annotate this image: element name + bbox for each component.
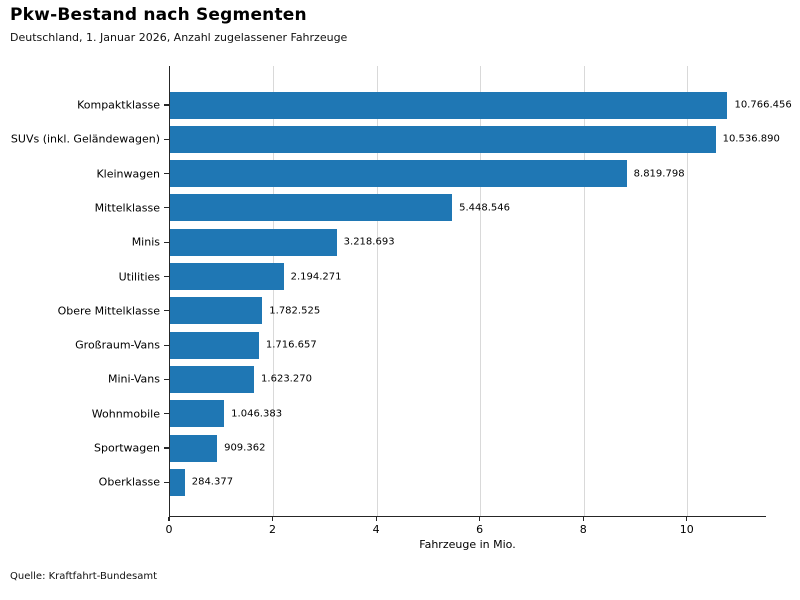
bar bbox=[170, 434, 218, 462]
x-tick-label: 0 bbox=[165, 523, 173, 536]
category-label: Großraum-Vans bbox=[75, 338, 160, 352]
bar-value-label: 8.819.798 bbox=[633, 168, 685, 180]
y-tick-mark bbox=[164, 413, 169, 415]
category-label: Mini-Vans bbox=[107, 372, 160, 386]
x-tick-mark bbox=[271, 517, 274, 521]
source-note: Quelle: Kraftfahrt-Bundesamt bbox=[10, 571, 157, 582]
x-tick-mark bbox=[168, 517, 170, 521]
bar bbox=[170, 228, 337, 256]
x-tick-label: 6 bbox=[476, 523, 484, 536]
grid-line bbox=[480, 66, 482, 516]
y-tick-mark bbox=[164, 241, 169, 243]
bar bbox=[170, 331, 259, 359]
x-axis-title: Fahrzeuge in Mio. bbox=[419, 538, 516, 551]
y-tick-mark bbox=[164, 207, 169, 209]
bar bbox=[170, 400, 225, 428]
bar-value-label: 1.716.657 bbox=[265, 339, 317, 351]
y-axis-ticks bbox=[164, 66, 169, 517]
bar-value-label: 10.536.890 bbox=[722, 133, 780, 145]
grid-lines bbox=[170, 66, 766, 516]
category-label: SUVs (inkl. Geländewagen) bbox=[10, 132, 160, 146]
category-label: Mittelklasse bbox=[94, 201, 160, 215]
bar bbox=[170, 194, 453, 222]
y-tick-mark bbox=[164, 275, 169, 278]
y-tick-mark bbox=[164, 447, 169, 449]
grid-line bbox=[273, 66, 275, 516]
bar bbox=[170, 125, 716, 153]
x-tick-label: 4 bbox=[372, 523, 380, 536]
y-tick-mark bbox=[164, 138, 169, 140]
bar bbox=[170, 91, 728, 119]
grid-line bbox=[583, 66, 585, 516]
category-label: Obere Mittelklasse bbox=[57, 304, 160, 318]
bar-value-label: 284.377 bbox=[191, 476, 234, 488]
y-tick-mark bbox=[164, 173, 169, 175]
x-tick-label: 2 bbox=[269, 523, 277, 536]
category-label: Utilities bbox=[118, 270, 160, 283]
plot-area: 10.766.456 10.536.890 8.819.798 5.448.546 3.… bbox=[169, 66, 792, 517]
category-label: Sportwagen bbox=[94, 441, 160, 455]
x-axis-ticks: 0 2 4 6 8 10 bbox=[165, 517, 766, 557]
x-tick-mark bbox=[479, 517, 481, 521]
bar-value-label: 10.766.456 bbox=[734, 99, 792, 111]
bar bbox=[170, 297, 263, 325]
x-tick-mark bbox=[375, 517, 377, 521]
grid-line bbox=[376, 66, 378, 516]
bar-value-label: 5.448.546 bbox=[459, 202, 511, 214]
category-label: Oberklasse bbox=[98, 475, 160, 489]
grid-line bbox=[687, 66, 689, 516]
chart-title: Pkw-Bestand nach Segmenten bbox=[10, 5, 307, 25]
x-tick-label: 10 bbox=[679, 523, 694, 536]
y-tick-mark bbox=[164, 104, 169, 106]
y-axis-labels: Kompaktklasse SUVs (inkl. Geländewagen) Kl… bbox=[0, 66, 160, 517]
bar-value-label: 3.218.693 bbox=[343, 236, 395, 248]
bar-value-label: 1.623.270 bbox=[261, 373, 312, 385]
bar-value-label: 1.782.525 bbox=[269, 305, 321, 317]
category-label: Minis bbox=[131, 235, 160, 249]
bar-value-label: 2.194.271 bbox=[290, 271, 342, 282]
category-label: Wohnmobile bbox=[91, 407, 160, 421]
x-tick-mark bbox=[582, 517, 584, 521]
bar-series: 10.766.456 10.536.890 8.819.798 5.448.546 3.… bbox=[170, 66, 792, 516]
bar-value-label: 1.046.383 bbox=[231, 408, 283, 420]
bar bbox=[170, 468, 185, 496]
bar bbox=[170, 160, 627, 188]
bar bbox=[170, 263, 284, 290]
x-tick-mark bbox=[686, 517, 688, 521]
category-label: Kleinwagen bbox=[96, 167, 160, 181]
y-tick-mark bbox=[164, 378, 169, 380]
bar-value-label: 909.362 bbox=[224, 442, 266, 454]
category-label: Kompaktklasse bbox=[77, 98, 160, 112]
x-tick-label: 8 bbox=[579, 523, 587, 536]
bar bbox=[170, 365, 255, 393]
y-tick-mark bbox=[164, 481, 169, 483]
y-tick-mark bbox=[164, 310, 169, 312]
chart-subtitle: Deutschland, 1. Januar 2026, Anzahl zuge… bbox=[10, 31, 348, 44]
y-tick-mark bbox=[164, 344, 169, 346]
